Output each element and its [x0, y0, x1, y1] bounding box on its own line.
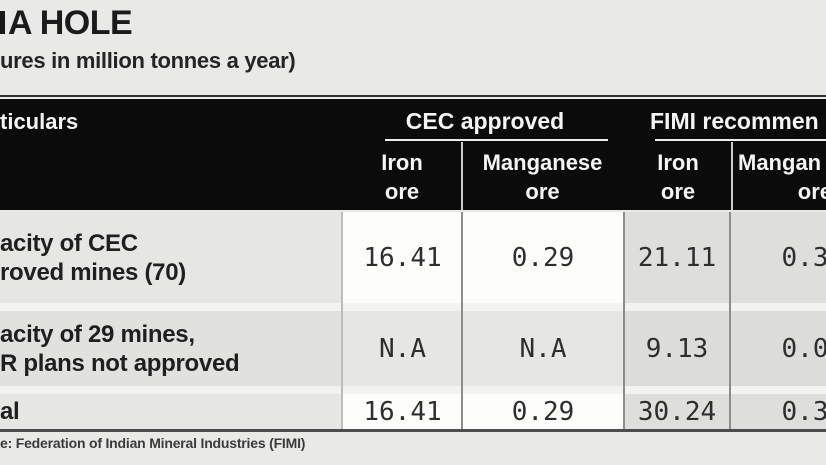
table-column-divider — [623, 212, 625, 429]
subheader-fimi-iron-ore: Iron ore — [626, 148, 730, 206]
table-cell: N.A — [343, 311, 462, 386]
column-header-particulars: ticulars — [0, 109, 79, 134]
table-cell: 30.24 — [624, 394, 730, 429]
table-cell: N.A — [462, 311, 624, 386]
subheader-line: ore — [384, 179, 420, 204]
row-separator — [0, 386, 826, 394]
cell-value: N.A — [379, 333, 426, 364]
subheader-fimi-manganese-ore-line1: Mangan — [738, 150, 822, 175]
table-column-divider — [461, 212, 463, 429]
source-credit: e: Federation of Indian Mineral Industri… — [0, 435, 306, 451]
row-label-total: al — [0, 394, 20, 429]
cell-value: 30.24 — [637, 396, 717, 427]
table-cell: 0.29 — [462, 212, 624, 303]
row-label-line: R plans not approved — [0, 349, 240, 377]
cec-group-underline — [385, 139, 608, 141]
column-group-fimi-recommended: FIMI recommen — [650, 108, 819, 134]
subheader-fimi-manganese-ore-line2: ore — [797, 179, 826, 204]
cropped-letter-fragment — [0, 11, 5, 34]
table-cell: 21.11 — [624, 212, 730, 303]
table-cell: 9.13 — [624, 311, 730, 386]
table-header-band — [0, 99, 826, 210]
row-label-line: acity of CEC — [0, 229, 138, 257]
subheader-line: Manganese — [482, 150, 603, 175]
cell-value: 0.29 — [511, 396, 575, 427]
cell-value: 9.13 — [645, 333, 709, 364]
subheader-line: Iron — [381, 150, 423, 175]
cell-value: 0.0 — [781, 333, 826, 364]
cell-value: 0.29 — [511, 242, 575, 273]
row-label-background — [0, 394, 343, 429]
fimi-group-underline — [655, 139, 826, 141]
cell-value: 16.41 — [363, 396, 442, 427]
header-column-divider — [461, 142, 463, 210]
row-label-capacity-cec-approved-mines: acity of CEC roved mines (70) — [0, 212, 186, 303]
bottom-rule — [0, 429, 826, 432]
cell-value: N.A — [519, 333, 567, 364]
row-label-background — [0, 212, 343, 303]
row-label-line: roved mines (70) — [0, 258, 186, 286]
row-label-background — [0, 311, 343, 386]
table-cell: 16.41 — [343, 394, 462, 429]
table-column-divider — [341, 212, 343, 429]
column-group-cec-approved: CEC approved — [405, 108, 565, 134]
top-rule — [0, 95, 826, 97]
table-cell: 0.0 — [730, 311, 826, 386]
subheader-line: ore — [525, 179, 560, 204]
table-column-divider — [729, 212, 731, 429]
cell-value: 16.41 — [363, 242, 442, 273]
page-title: A HOLE — [8, 4, 133, 42]
cell-value: 21.11 — [637, 242, 717, 273]
row-label-line: acity of 29 mines, — [0, 320, 195, 348]
cell-value: 0.3 — [781, 242, 826, 273]
table-cell: 0.3 — [730, 394, 826, 429]
row-separator — [0, 303, 826, 311]
table-cell: 0.29 — [462, 394, 624, 429]
page-subtitle: ures in million tonnes a year) — [0, 48, 296, 73]
subheader-cec-iron-ore: Iron ore — [343, 148, 461, 206]
cell-value: 0.3 — [781, 396, 826, 427]
subheader-line: Iron — [657, 150, 699, 175]
row-label-line: al — [0, 398, 20, 425]
row-label-capacity-29-mines-plans-not-approved: acity of 29 mines, R plans not approved — [0, 311, 240, 386]
table-cell: 16.41 — [343, 212, 462, 303]
table-cell: 0.3 — [730, 212, 826, 303]
subheader-line: ore — [660, 179, 696, 204]
header-column-divider — [731, 142, 733, 210]
subheader-cec-manganese-ore: Manganese ore — [461, 148, 624, 206]
